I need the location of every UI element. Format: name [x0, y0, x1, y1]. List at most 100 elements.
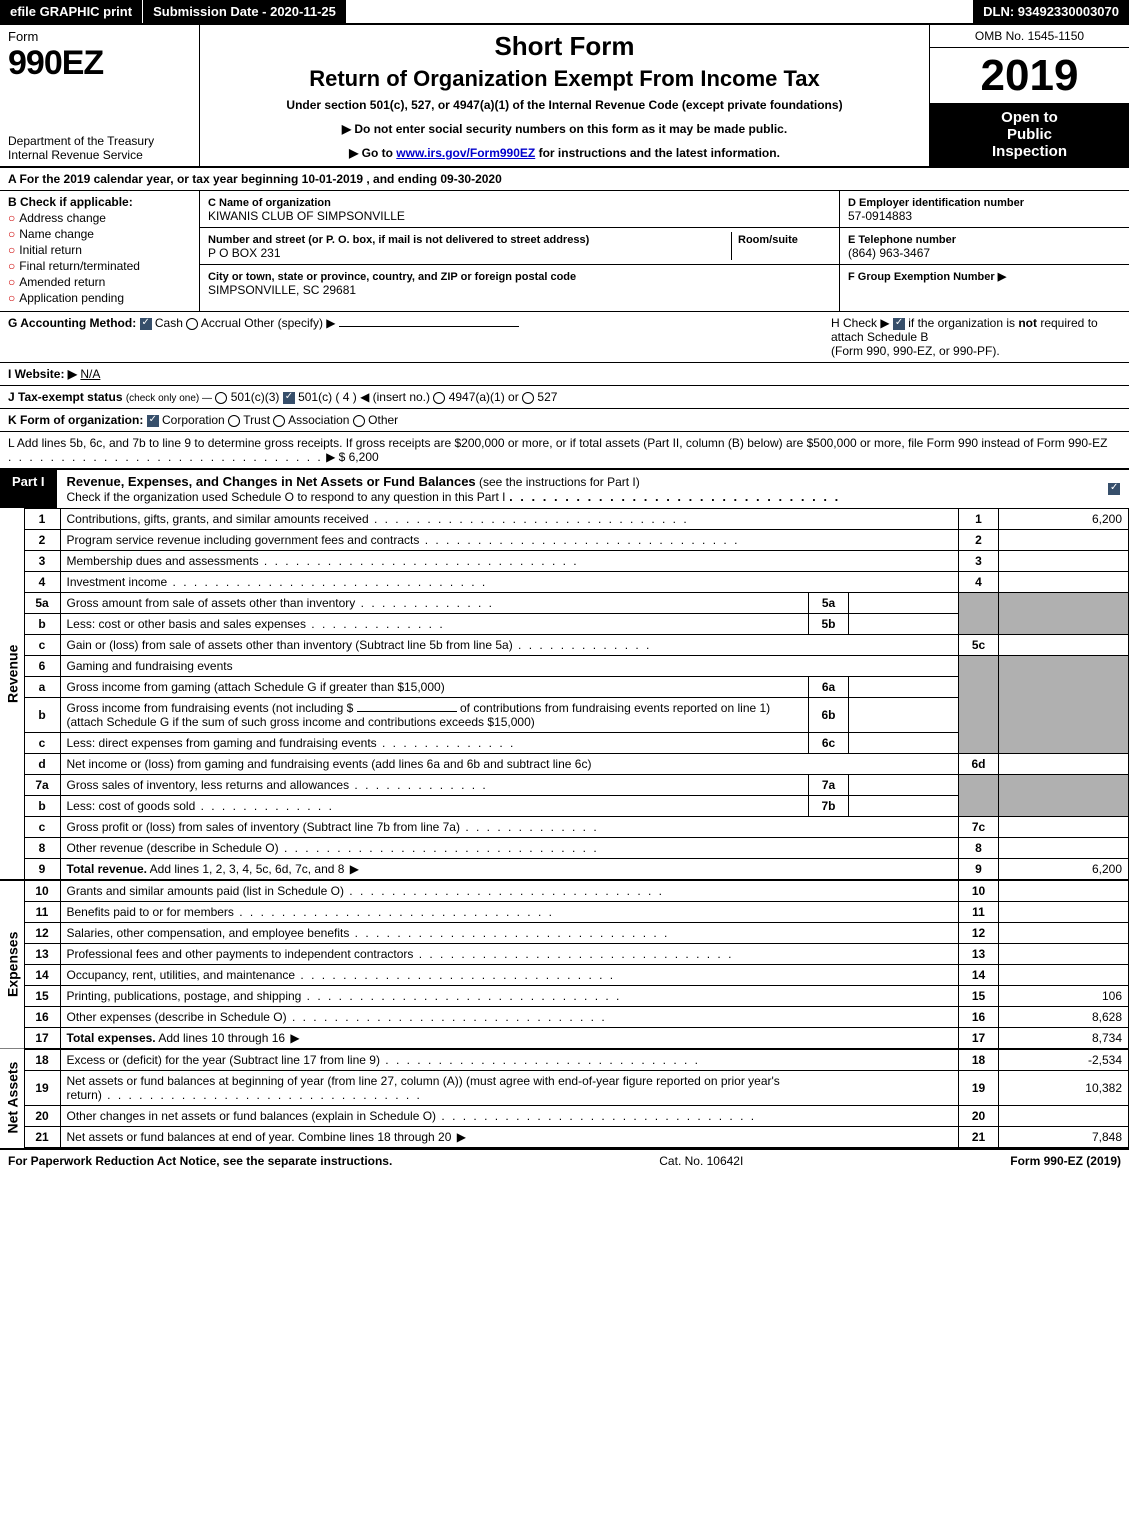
- numcol: 18: [959, 1049, 999, 1071]
- l6b-blank[interactable]: [357, 711, 457, 712]
- period-line-a: A For the 2019 calendar year, or tax yea…: [0, 168, 1129, 191]
- chk-501c[interactable]: [283, 392, 295, 404]
- chk-4947[interactable]: [433, 392, 445, 404]
- numcol: 12: [959, 923, 999, 944]
- l7c-desc: Gross profit or (loss) from sales of inv…: [67, 820, 599, 834]
- line-desc: Grants and similar amounts paid (list in…: [60, 880, 959, 902]
- page-footer: For Paperwork Reduction Act Notice, see …: [0, 1148, 1129, 1172]
- lineno: 11: [24, 902, 60, 923]
- footer-catno: Cat. No. 10642I: [392, 1154, 1010, 1168]
- l-text: L Add lines 5b, 6c, and 7b to line 9 to …: [8, 436, 1107, 450]
- irs-link[interactable]: www.irs.gov/Form990EZ: [396, 146, 535, 160]
- form-code: 990EZ: [8, 44, 191, 83]
- table-row: 11 Benefits paid to or for members 11: [0, 902, 1129, 923]
- j-label: J Tax-exempt status: [8, 390, 123, 404]
- line-desc: Benefits paid to or for members: [60, 902, 959, 923]
- table-row: c Gain or (loss) from sale of assets oth…: [0, 635, 1129, 656]
- table-row: 4 Investment income 4: [0, 572, 1129, 593]
- lineno: c: [24, 635, 60, 656]
- line-desc: Other revenue (describe in Schedule O): [60, 838, 959, 859]
- lineno: 14: [24, 965, 60, 986]
- amt: 106: [999, 986, 1129, 1007]
- amt: [999, 838, 1129, 859]
- l13-desc: Professional fees and other payments to …: [67, 947, 734, 961]
- chk-501c3[interactable]: [215, 392, 227, 404]
- numcol: 20: [959, 1106, 999, 1127]
- j-o3: 4947(a)(1) or: [449, 390, 519, 404]
- side-revenue: Revenue: [0, 509, 24, 838]
- chk-name-change[interactable]: Name change: [8, 227, 191, 241]
- chk-corporation[interactable]: [147, 415, 159, 427]
- table-row: 19 Net assets or fund balances at beginn…: [0, 1071, 1129, 1106]
- amt: 6,200: [999, 859, 1129, 881]
- chk-schedule-b[interactable]: [893, 318, 905, 330]
- l5c-desc: Gain or (loss) from sale of assets other…: [67, 638, 652, 652]
- c-name-block: C Name of organization KIWANIS CLUB OF S…: [200, 191, 839, 228]
- chk-association[interactable]: [273, 415, 285, 427]
- chk-cash[interactable]: [140, 318, 152, 330]
- line-desc: Net assets or fund balances at end of ye…: [60, 1127, 959, 1148]
- line-desc: Net assets or fund balances at beginning…: [60, 1071, 959, 1106]
- table-row: 6 Gaming and fundraising events: [0, 656, 1129, 677]
- chk-address-change[interactable]: Address change: [8, 211, 191, 225]
- c-street-block: Number and street (or P. O. box, if mail…: [200, 228, 839, 265]
- l7a-desc: Gross sales of inventory, less returns a…: [67, 778, 488, 792]
- dept-irs: Internal Revenue Service: [8, 148, 191, 162]
- line-desc: Less: cost or other basis and sales expe…: [60, 614, 809, 635]
- c-city-block: City or town, state or province, country…: [200, 265, 839, 301]
- chk-final-return[interactable]: Final return/terminated: [8, 259, 191, 273]
- lineno: 4: [24, 572, 60, 593]
- lineno: a: [24, 677, 60, 698]
- l14-desc: Occupancy, rent, utilities, and maintena…: [67, 968, 616, 982]
- numcol: 8: [959, 838, 999, 859]
- h-not: not: [1018, 316, 1037, 330]
- subamt: [849, 593, 959, 614]
- numcol: 10: [959, 880, 999, 902]
- tax-year: 2019: [930, 48, 1129, 103]
- table-row: d Net income or (loss) from gaming and f…: [0, 754, 1129, 775]
- table-row: 9 Total revenue. Total revenue. Add line…: [0, 859, 1129, 881]
- k-corp: Corporation: [162, 413, 225, 427]
- numcol: 5c: [959, 635, 999, 656]
- g-other-blank[interactable]: [339, 326, 519, 327]
- footer-right-bold: 990-EZ: [1044, 1154, 1083, 1168]
- part1-header: Part I Revenue, Expenses, and Changes in…: [0, 470, 1129, 508]
- title-under: Under section 501(c), 527, or 4947(a)(1)…: [210, 98, 919, 112]
- subno: 7b: [809, 796, 849, 817]
- line-desc: Gross sales of inventory, less returns a…: [60, 775, 809, 796]
- k-label: K Form of organization:: [8, 413, 143, 427]
- chk-trust[interactable]: [228, 415, 240, 427]
- amt: [999, 944, 1129, 965]
- part1-label: Part I: [0, 470, 59, 508]
- part1-checkbox-cell: [1099, 470, 1129, 508]
- efile-print-button[interactable]: efile GRAPHIC print: [0, 0, 143, 23]
- l7b-desc: Less: cost of goods sold: [67, 799, 334, 813]
- chk-other-org[interactable]: [353, 415, 365, 427]
- chk-amended-return[interactable]: Amended return: [8, 275, 191, 289]
- l12-desc: Salaries, other compensation, and employ…: [67, 926, 670, 940]
- table-row: 20 Other changes in net assets or fund b…: [0, 1106, 1129, 1127]
- chk-initial-return[interactable]: Initial return: [8, 243, 191, 257]
- line-desc: Total expenses. Add lines 10 through 16: [60, 1028, 959, 1050]
- numcol: 19: [959, 1071, 999, 1106]
- chk-accrual[interactable]: [186, 318, 198, 330]
- lineno: 17: [24, 1028, 60, 1050]
- col-c-org: C Name of organization KIWANIS CLUB OF S…: [200, 191, 839, 311]
- chk-527[interactable]: [522, 392, 534, 404]
- subno: 6b: [809, 698, 849, 733]
- amt-shade: [999, 593, 1129, 635]
- form-header: Form 990EZ Department of the Treasury In…: [0, 25, 1129, 168]
- subno: 5b: [809, 614, 849, 635]
- part1-title: Revenue, Expenses, and Changes in Net As…: [59, 470, 1099, 508]
- chk-application-pending[interactable]: Application pending: [8, 291, 191, 305]
- amt: 8,628: [999, 1007, 1129, 1028]
- chk-schedule-o-part1[interactable]: [1108, 483, 1120, 495]
- subno: 7a: [809, 775, 849, 796]
- lineno: 2: [24, 530, 60, 551]
- l18-desc: Excess or (deficit) for the year (Subtra…: [67, 1053, 701, 1067]
- e-tel-label: E Telephone number: [848, 234, 956, 246]
- j-hint: (check only one) —: [126, 393, 212, 404]
- numcol: 11: [959, 902, 999, 923]
- submission-date-button[interactable]: Submission Date - 2020-11-25: [143, 0, 347, 23]
- line-desc: Gain or (loss) from sale of assets other…: [60, 635, 959, 656]
